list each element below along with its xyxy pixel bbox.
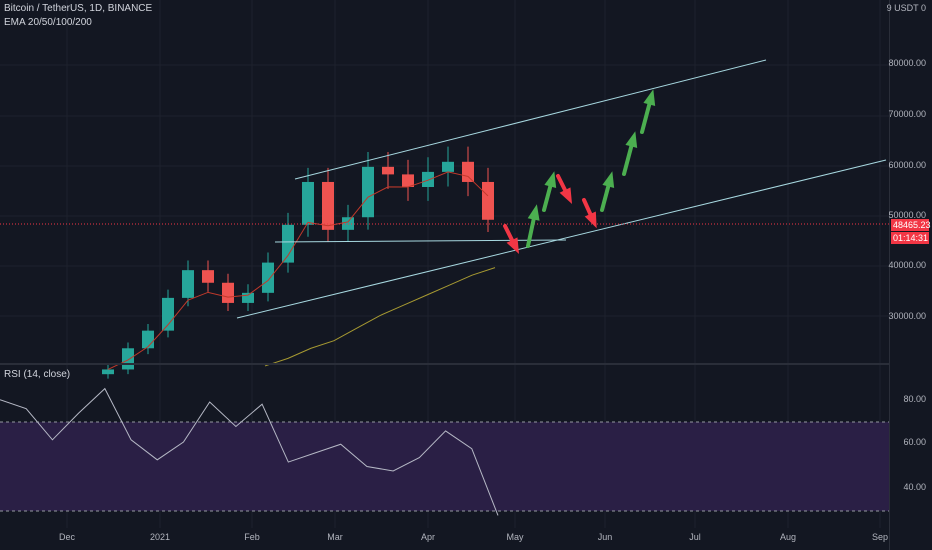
- projection-arrow-down-head: [559, 187, 573, 205]
- projection-arrow-up-head: [643, 89, 656, 106]
- price-tick: 60000.00: [888, 160, 926, 170]
- time-tick: Sep: [871, 532, 889, 542]
- price-tick: 70000.00: [888, 109, 926, 119]
- rsi-tick: 40.00: [903, 482, 926, 492]
- candle: [302, 181, 314, 225]
- candle: [482, 181, 494, 220]
- price-axis-top-label: 9 USDT 0: [886, 3, 926, 13]
- candle: [202, 270, 214, 283]
- candle: [382, 166, 394, 175]
- candle: [442, 161, 454, 172]
- rsi-line: [0, 387, 499, 516]
- projection-arrow-down-head: [584, 211, 597, 229]
- price-tick: 80000.00: [888, 58, 926, 68]
- price-tick: 30000.00: [888, 311, 926, 321]
- time-tick: Aug: [779, 532, 797, 542]
- symbol-title[interactable]: Bitcoin / TetherUS, 1D, BINANCE: [4, 3, 153, 14]
- candle: [142, 330, 154, 349]
- candle: [262, 262, 274, 293]
- candle: [362, 166, 374, 218]
- projection-arrow-up-head: [602, 171, 615, 188]
- rsi-legend[interactable]: RSI (14, close): [4, 369, 71, 380]
- time-tick: Jul: [689, 532, 701, 542]
- channel-upper-trendline: [294, 59, 767, 180]
- ema-long-line: [264, 267, 496, 367]
- projection-arrow-down-head: [506, 237, 520, 255]
- time-tick: Apr: [420, 532, 436, 542]
- projection-arrow-up-head: [527, 204, 540, 221]
- bar-countdown: 01:14:31: [891, 232, 929, 244]
- support-horizontal-line: [274, 239, 567, 243]
- candle: [102, 369, 114, 375]
- candle: [322, 181, 334, 230]
- projection-arrow-up-head: [544, 171, 557, 188]
- time-tick: Dec: [58, 532, 76, 542]
- rsi-tick: 60.00: [903, 437, 926, 447]
- candle: [422, 171, 434, 187]
- candle: [402, 174, 414, 187]
- channel-lower-trendline: [236, 159, 887, 319]
- price-tick: 50000.00: [888, 210, 926, 220]
- candle: [242, 292, 254, 303]
- candle: [122, 348, 134, 370]
- candle: [462, 161, 474, 182]
- time-tick: 2021: [149, 532, 171, 542]
- ema-legend[interactable]: EMA 20/50/100/200: [4, 17, 92, 28]
- rsi-band: [0, 422, 889, 511]
- candle: [222, 282, 234, 303]
- time-tick: Mar: [327, 532, 343, 542]
- time-tick: Feb: [244, 532, 260, 542]
- price-tick: 40000.00: [888, 260, 926, 270]
- candle: [162, 297, 174, 331]
- last-price-tag: 48465.23: [891, 219, 931, 231]
- time-tick: Jun: [597, 532, 613, 542]
- rsi-tick: 80.00: [903, 394, 926, 404]
- pane-divider[interactable]: [0, 363, 889, 365]
- time-tick: May: [506, 532, 524, 542]
- candle: [282, 224, 294, 263]
- projection-arrow-up-head: [625, 131, 638, 148]
- candle: [182, 270, 194, 298]
- ema-short-line: [107, 171, 489, 370]
- price-axis-divider: [889, 0, 890, 550]
